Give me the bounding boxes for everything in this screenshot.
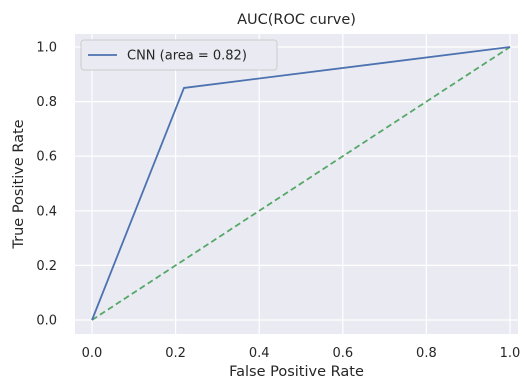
legend-label: CNN (area = 0.82) — [127, 49, 247, 64]
roc-curve-line — [91, 46, 511, 321]
legend: CNN (area = 0.82) — [80, 39, 278, 71]
y-tick-label: 0.4 — [36, 204, 57, 219]
legend-box — [80, 39, 278, 71]
y-tick-label: 1.0 — [36, 41, 57, 56]
x-tick-label: 0.4 — [249, 346, 270, 361]
x-tick-label: 0.8 — [416, 346, 437, 361]
chart-title: AUC(ROC curve) — [237, 12, 356, 28]
y-tick-label: 0.6 — [36, 150, 57, 165]
plot-background — [75, 34, 518, 334]
x-tick-labels: 0.0 0.2 0.4 0.6 0.8 1.0 — [82, 346, 521, 361]
y-tick-label: 0.2 — [36, 259, 57, 274]
y-tick-labels: 0.0 0.2 0.4 0.6 0.8 1.0 — [36, 41, 57, 329]
x-tick-label: 0.0 — [82, 346, 103, 361]
diagonal-reference-line — [91, 46, 511, 321]
y-tick-label: 0.8 — [36, 95, 57, 110]
series-layer — [91, 46, 511, 321]
y-tick-label: 0.0 — [36, 314, 57, 329]
y-axis-label: True Positive Rate — [11, 119, 27, 249]
x-tick-label: 0.2 — [165, 346, 186, 361]
x-tick-label: 1.0 — [500, 346, 521, 361]
x-axis-label: False Positive Rate — [229, 364, 364, 380]
x-tick-label: 0.6 — [332, 346, 353, 361]
